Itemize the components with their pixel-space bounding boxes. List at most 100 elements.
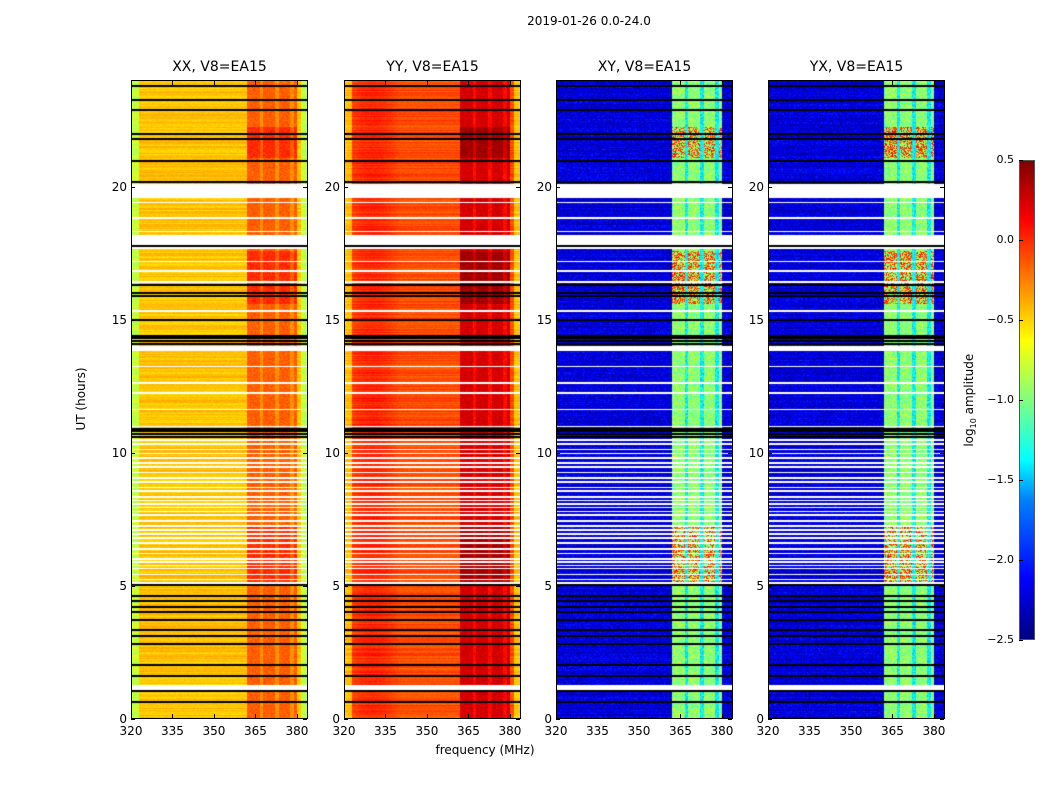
x-tick-mark [809, 714, 811, 718]
x-tick-label: 365 [669, 724, 692, 738]
x-tick-mark [768, 81, 769, 85]
x-tick-label: 350 [627, 724, 651, 738]
y-tick-mark [131, 186, 135, 188]
x-tick-mark [426, 81, 428, 85]
colorbar-tick-label: −1.5 [987, 473, 1014, 486]
colorbar-tick-mark [1019, 240, 1023, 241]
figure-title: 2019-01-26 0.0-24.0 [527, 14, 651, 28]
y-tick-mark [556, 186, 560, 188]
x-tick-label: 320 [544, 724, 568, 738]
x-tick-mark [509, 81, 511, 85]
y-tick-label: 5 [544, 578, 552, 593]
x-axis-label: frequency (MHz) [435, 743, 535, 757]
x-tick-label: 380 [710, 724, 734, 738]
x-tick-mark [892, 81, 894, 85]
colorbar-tick-label: −0.5 [987, 313, 1014, 326]
x-tick-mark [255, 714, 257, 718]
x-tick-mark [850, 81, 852, 85]
y-tick-mark [768, 719, 772, 720]
heatmap-panel-xy [556, 80, 733, 719]
x-tick-label: 380 [285, 724, 309, 738]
x-tick-mark [680, 714, 682, 718]
colorbar-tick-mark [1019, 400, 1023, 401]
colorbar-tick-label: 0.0 [996, 233, 1015, 246]
colorbar-tick-label: −2.5 [987, 633, 1014, 646]
y-tick-label: 10 [536, 445, 552, 460]
y-tick-label: 10 [748, 445, 764, 460]
x-tick-mark [892, 714, 894, 718]
y-axis-label: UT (hours) [74, 367, 88, 431]
x-tick-mark [509, 714, 511, 718]
colorbar-tick-mark [1019, 160, 1023, 161]
y-tick-mark [516, 186, 520, 188]
y-tick-mark [728, 719, 732, 720]
x-tick-mark [809, 81, 811, 85]
colorbar-tick-mark [1019, 640, 1023, 641]
y-tick-mark [940, 719, 944, 720]
y-tick-label: 5 [756, 578, 764, 593]
y-tick-mark [516, 719, 520, 720]
y-tick-mark [131, 719, 135, 720]
y-tick-label: 20 [536, 179, 552, 194]
y-tick-label: 15 [111, 312, 127, 327]
y-tick-mark [556, 319, 560, 321]
panel-title-yx: YX, V8=EA15 [809, 59, 904, 75]
y-tick-label: 5 [332, 578, 340, 593]
y-tick-label: 20 [748, 179, 764, 194]
y-tick-mark [131, 319, 135, 321]
panel-title-xy: XY, V8=EA15 [597, 59, 692, 75]
x-tick-mark [721, 81, 723, 85]
y-tick-mark [303, 319, 307, 321]
x-tick-label: 335 [374, 724, 397, 738]
x-tick-mark [556, 714, 557, 718]
panel-title-xx: XX, V8=EA15 [172, 59, 267, 75]
heatmap-image-xy [557, 81, 732, 718]
y-tick-mark [768, 186, 772, 188]
y-tick-mark [131, 452, 135, 454]
colorbar-tick-mark [1019, 320, 1023, 321]
x-tick-label: 320 [756, 724, 780, 738]
colorbar-tick-label: 0.5 [996, 153, 1015, 166]
y-tick-mark [303, 585, 307, 587]
x-tick-mark [213, 714, 215, 718]
x-tick-mark [296, 81, 298, 85]
x-tick-mark [850, 714, 852, 718]
y-tick-mark [303, 452, 307, 454]
y-tick-label: 10 [324, 445, 340, 460]
y-tick-label: 0 [756, 712, 764, 726]
x-tick-mark [131, 714, 132, 718]
y-tick-label: 10 [111, 445, 127, 460]
y-tick-mark [556, 719, 560, 720]
x-tick-mark [597, 714, 599, 718]
y-tick-mark [516, 452, 520, 454]
y-tick-mark [516, 319, 520, 321]
colorbar-label: log10 amplitude [961, 353, 979, 447]
heatmap-image-xx [132, 81, 307, 718]
x-tick-mark [172, 81, 174, 85]
x-tick-label: 335 [798, 724, 821, 738]
x-tick-mark [131, 81, 132, 85]
y-tick-mark [768, 585, 772, 587]
y-tick-label: 20 [111, 179, 127, 194]
y-tick-label: 0 [544, 712, 552, 726]
colorbar-tick-label: −2.0 [987, 553, 1014, 566]
y-tick-mark [940, 452, 944, 454]
x-tick-mark [255, 81, 257, 85]
y-tick-mark [940, 585, 944, 587]
y-tick-mark [768, 452, 772, 454]
colorbar-tick-mark [1019, 480, 1023, 481]
x-tick-mark [597, 81, 599, 85]
x-tick-mark [213, 81, 215, 85]
x-tick-label: 320 [332, 724, 356, 738]
y-tick-mark [768, 319, 772, 321]
y-tick-mark [344, 319, 348, 321]
y-tick-mark [516, 585, 520, 587]
y-tick-mark [303, 186, 307, 188]
y-tick-mark [728, 452, 732, 454]
y-tick-mark [131, 585, 135, 587]
heatmap-panel-yy [344, 80, 521, 719]
x-tick-mark [385, 714, 387, 718]
y-tick-mark [940, 186, 944, 188]
heatmap-image-yy [345, 81, 520, 718]
x-tick-mark [933, 81, 935, 85]
